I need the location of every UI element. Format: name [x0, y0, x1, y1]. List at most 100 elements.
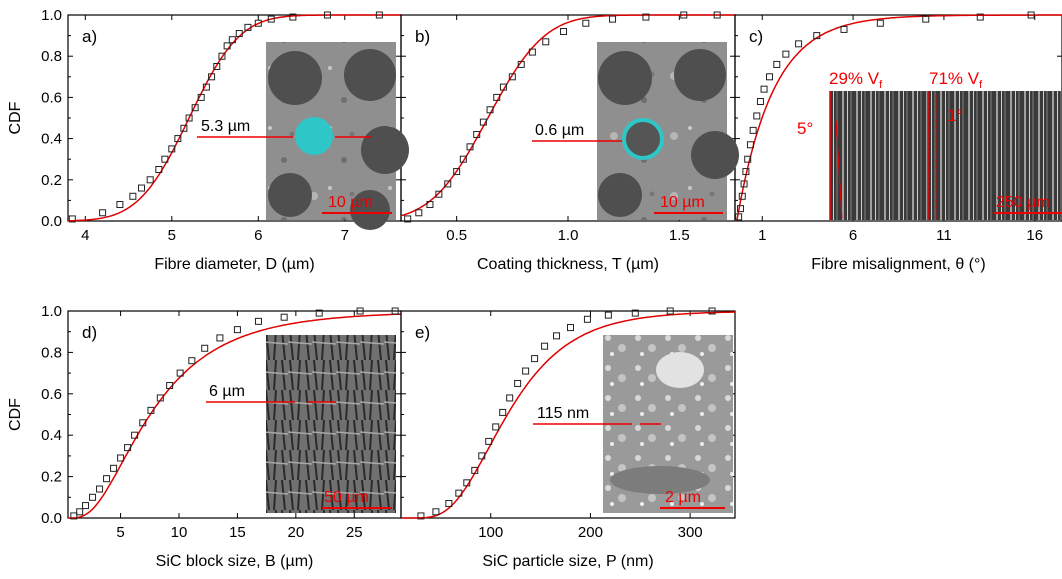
- data-point: [466, 143, 474, 151]
- data-point: [228, 36, 236, 44]
- coated-fibre: [622, 118, 664, 160]
- data-point: [191, 104, 199, 112]
- data-point: [244, 23, 252, 31]
- inset-c: 29% Vf 71% Vf 5° 1° 250 µm: [797, 69, 1062, 220]
- data-point: [155, 166, 163, 173]
- panels-layer: 0.0 0.2 0.4 0.6 0.8 1.0 4 5 6 7 Fibre diameter, D …: [7, 7, 1062, 570]
- data-point: [289, 13, 297, 21]
- data-point: [485, 437, 493, 445]
- data-point: [1027, 11, 1035, 19]
- data-point: [541, 342, 549, 350]
- inset-b: 0.6 µm 10 µm: [532, 42, 739, 220]
- data-point: [813, 32, 821, 40]
- data-point: [514, 379, 522, 387]
- data-point: [453, 168, 461, 176]
- x-tick-label: 6: [849, 227, 857, 244]
- panel-label: d): [82, 323, 97, 342]
- data-point: [479, 118, 487, 126]
- x-tick-label: 20: [287, 524, 304, 541]
- y-tick-label: 0.6: [41, 386, 62, 403]
- data-point: [493, 93, 501, 101]
- data-point: [740, 180, 748, 188]
- data-point: [642, 13, 650, 21]
- particle-cluster: [610, 466, 710, 494]
- panel-label: e): [415, 323, 430, 342]
- data-point: [528, 48, 536, 56]
- x-tick-label: 10: [171, 524, 188, 541]
- fibre-cross-section: [691, 131, 739, 179]
- data-point: [782, 50, 790, 58]
- panel-label: b): [415, 27, 430, 46]
- data-point: [147, 406, 155, 414]
- measurement-label: 6 µm: [209, 383, 245, 400]
- volume-fraction-label: 29% Vf: [829, 69, 883, 91]
- x-tick-label: 11: [936, 227, 952, 244]
- inset-a: 5.3 µm 10 µm: [197, 42, 409, 230]
- data-point: [766, 73, 774, 81]
- data-point: [499, 408, 507, 416]
- data-point: [197, 93, 205, 101]
- x-tick-label: 4: [81, 227, 89, 244]
- data-point: [166, 382, 174, 390]
- data-point: [680, 11, 688, 19]
- data-point: [444, 180, 452, 188]
- fibre-cross-section: [361, 126, 409, 174]
- data-point: [517, 60, 525, 68]
- x-tick-label: 1.0: [558, 227, 579, 244]
- x-tick-label: 5: [116, 524, 124, 541]
- data-point: [455, 489, 463, 497]
- data-point: [666, 307, 674, 315]
- x-tick-label: 5: [168, 227, 176, 244]
- x-axis-label: Coating thickness, T (µm): [477, 256, 659, 273]
- data-point: [531, 355, 539, 363]
- y-tick-label: 0.0: [41, 213, 62, 230]
- fibre-cross-section: [598, 173, 642, 217]
- data-point: [478, 452, 486, 460]
- data-point: [218, 52, 226, 60]
- data-point: [445, 500, 453, 508]
- fibre-cross-section: [350, 190, 390, 230]
- x-tick-label: 200: [578, 524, 603, 541]
- scale-bar-label: 250 µm: [996, 194, 1050, 211]
- scale-bar-label: 10 µm: [328, 194, 373, 211]
- fibre-cross-section: [268, 51, 322, 105]
- fit-curve: [401, 311, 736, 519]
- fibre-cross-section: [598, 51, 652, 105]
- data-point: [463, 479, 471, 487]
- data-point: [254, 19, 262, 27]
- data-point: [161, 155, 169, 163]
- data-point: [391, 307, 399, 315]
- data-point: [168, 145, 176, 153]
- data-point: [89, 493, 97, 501]
- x-tick-label: 16: [1026, 227, 1043, 244]
- data-point: [176, 369, 184, 377]
- panel-d: 0.0 0.2 0.4 0.6 0.8 1.0 5 10 15 20 25 SiC block siz…: [7, 303, 402, 570]
- particle-cluster: [656, 352, 704, 388]
- scale-bar-label: 50 µm: [324, 489, 369, 506]
- panel-label: c): [749, 27, 763, 46]
- data-point: [208, 73, 216, 81]
- data-point: [201, 344, 209, 352]
- data-point: [756, 98, 764, 106]
- data-point: [773, 60, 781, 68]
- inset-d: 6 µm 50 µm: [206, 335, 396, 513]
- fibre-cross-section: [344, 49, 396, 101]
- inset-c-image: [830, 91, 1062, 220]
- y-axis-label: CDF: [7, 101, 24, 134]
- data-point: [82, 502, 90, 510]
- data-point: [213, 63, 221, 70]
- data-point: [146, 176, 154, 184]
- y-tick-label: 1.0: [41, 7, 62, 24]
- fit-curve: [400, 14, 735, 217]
- measurement-label: 0.6 µm: [535, 122, 584, 139]
- y-tick-label: 0.2: [41, 172, 62, 189]
- data-point: [223, 42, 231, 50]
- volume-fraction-label: 71% Vf: [929, 69, 983, 91]
- data-point: [356, 307, 364, 315]
- data-point: [566, 324, 574, 332]
- x-axis-label: Fibre diameter, D (µm): [154, 256, 314, 273]
- data-point: [432, 508, 440, 516]
- data-point: [99, 209, 107, 217]
- x-tick-label: 0.5: [446, 227, 467, 244]
